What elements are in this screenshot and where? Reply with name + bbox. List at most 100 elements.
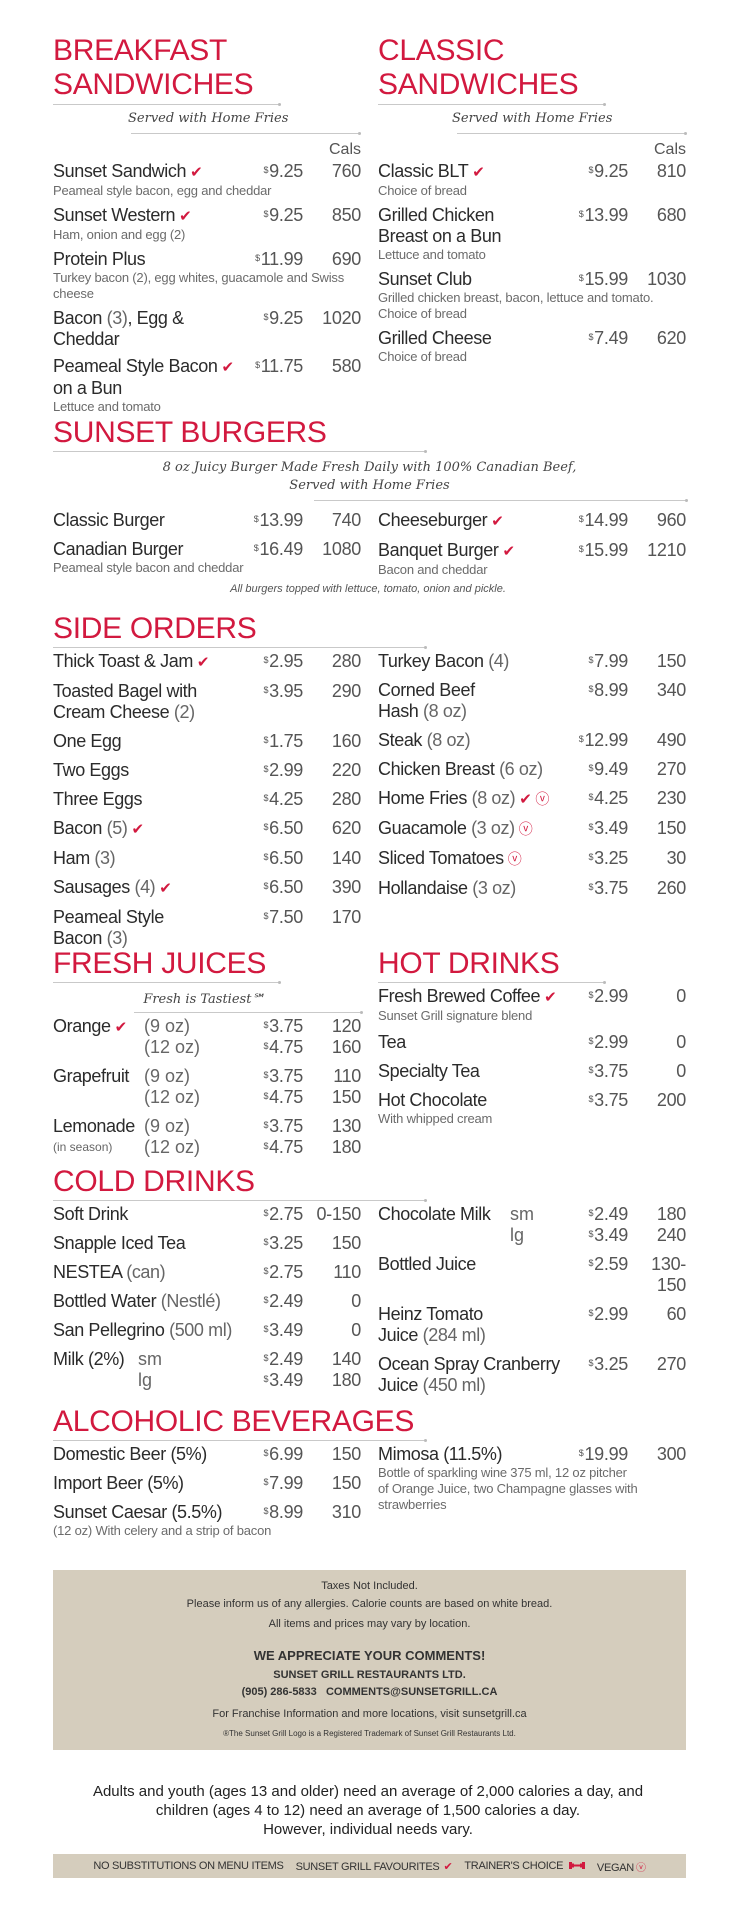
- price-value: 16.49: [259, 539, 303, 559]
- menu-item: Domestic Beer (5%) $6.99 150: [53, 1444, 361, 1465]
- currency-symbol: $: [578, 544, 584, 554]
- calories: 740: [331, 510, 361, 530]
- item-name: Mimosa (11.5%): [378, 1444, 686, 1465]
- price: $6.99: [263, 1444, 303, 1465]
- calories: 60: [666, 1304, 687, 1324]
- price: $3.75: [588, 1061, 628, 1082]
- price-value: 15.99: [584, 269, 628, 289]
- item-qualifier: (3 oz): [472, 878, 516, 898]
- email-link[interactable]: COMMENTS@SUNSETGRILL.CA: [325, 1686, 498, 1698]
- price-value: 3.75: [269, 1066, 303, 1086]
- calories: 270: [656, 1354, 686, 1374]
- currency-symbol: $: [578, 734, 584, 744]
- currency-symbol: $: [588, 1065, 594, 1075]
- price-value: 4.25: [594, 788, 628, 808]
- item-name: Sunset Caesar (5.5%): [53, 1502, 361, 1523]
- menu-item: Three Eggs $4.25 280: [53, 789, 361, 810]
- price-value: 3.49: [594, 818, 628, 838]
- price: $14.99: [579, 510, 629, 531]
- item-name: Guacamole (3 oz) ⓥ: [378, 818, 686, 840]
- item-name: Corned Beef Hash (8 oz): [378, 680, 686, 722]
- item-name: Domestic Beer (5%): [53, 1444, 361, 1465]
- breakfast-subtitle: Served with Home Fries: [128, 111, 289, 126]
- calories: 0: [676, 1061, 686, 1081]
- price-value: 1.75: [269, 731, 303, 751]
- item-qualifier: (3 oz): [471, 818, 515, 838]
- item-description: Lettuce and tomato: [378, 247, 486, 262]
- menu-item: Heinz Tomato Juice (284 ml) $2.99 60: [378, 1304, 686, 1346]
- item-name: Steak (8 oz): [378, 730, 686, 751]
- price-value: 3.75: [594, 1090, 628, 1110]
- item-name-text: Bottled Water: [53, 1291, 161, 1311]
- contact-line: (905) 286-5833 COMMENTS@SUNSETGRILL.CA: [53, 1686, 686, 1698]
- price-value: 14.99: [584, 510, 628, 530]
- no-substitutions: NO SUBSTITUTIONS ON MENU ITEMS: [93, 1860, 284, 1872]
- currency-symbol: $: [263, 1448, 269, 1458]
- item-name-rest: on a Bun: [53, 378, 122, 398]
- item-name-text: Turkey Bacon: [378, 651, 489, 671]
- menu-item: Chocolate Milk sm $2.49 180 lg $3.49 240: [378, 1204, 686, 1246]
- currency-symbol: $: [588, 1094, 594, 1104]
- price: $3.49: [588, 1225, 628, 1246]
- price: $11.75: [255, 356, 303, 377]
- price: $9.25: [263, 161, 303, 182]
- calories: 620: [331, 818, 361, 838]
- calories: 580: [331, 356, 361, 376]
- calories: 1030: [647, 269, 686, 289]
- cals-header: Cals: [328, 141, 361, 158]
- menu-item: Specialty Tea $3.75 0: [378, 1061, 686, 1082]
- price-value: 3.49: [269, 1370, 303, 1390]
- price-value: 4.75: [269, 1037, 303, 1057]
- price-value: 2.49: [269, 1291, 303, 1311]
- price-value: 7.99: [269, 1473, 303, 1493]
- divider: [53, 450, 427, 453]
- legend-trainer-label: TRAINER'S CHOICE: [464, 1860, 564, 1872]
- item-name-text: Hot Chocolate: [378, 1090, 487, 1110]
- item-name: Sunset Western ✔: [53, 205, 361, 227]
- calories: 180: [656, 1204, 686, 1224]
- item-name-text: Heinz Tomato Juice: [378, 1304, 483, 1345]
- size-label: lg: [510, 1225, 525, 1245]
- checkmark-icon: ✔: [221, 359, 235, 376]
- item-name: Tea: [378, 1032, 686, 1053]
- price: $3.25: [588, 848, 628, 869]
- dumbbell-icon: [568, 1862, 585, 1869]
- item-name: Sausages (4) ✔: [53, 877, 361, 899]
- price: $2.95: [263, 651, 303, 672]
- price-value: 6.99: [269, 1444, 303, 1464]
- item-name-rest: , Egg & Cheddar: [53, 308, 184, 349]
- currency-symbol: $: [263, 1266, 269, 1276]
- price-value: 7.99: [594, 651, 628, 671]
- menu-item: Bacon (5) ✔ $6.50 620: [53, 818, 361, 840]
- item-name: Peameal Style Bacon ✔ on a Bun: [53, 356, 361, 399]
- item-qualifier: (500 ml): [169, 1320, 232, 1340]
- menu-item: Ocean Spray Cranberry Juice (450 ml) $3.2…: [378, 1354, 686, 1396]
- currency-symbol: $: [263, 793, 269, 803]
- menu-item: Sunset Western ✔ $9.25 850 Ham, onion and eg…: [53, 205, 361, 243]
- currency-symbol: $: [263, 1374, 269, 1384]
- item-name: Thick Toast & Jam ✔: [53, 651, 361, 673]
- calories: 390: [331, 877, 361, 897]
- price-value: 9.25: [269, 308, 303, 328]
- calories: 260: [656, 878, 686, 898]
- price-value: 9.49: [594, 759, 628, 779]
- size-label: lg: [138, 1370, 153, 1390]
- calories: 1080: [322, 539, 361, 559]
- price: $2.75: [263, 1262, 303, 1283]
- item-name-text: Bacon: [53, 818, 107, 838]
- calories: 120: [331, 1016, 361, 1036]
- size-option: sm $2.49 140: [53, 1349, 361, 1370]
- calories: 140: [331, 1349, 361, 1369]
- alcohol-title: ALCOHOLIC BEVERAGES: [53, 1405, 415, 1438]
- hot-title: HOT DRINKS: [378, 947, 560, 980]
- menu-item: Cheeseburger ✔ $14.99 960: [378, 510, 686, 532]
- item-qualifier: (can): [126, 1262, 166, 1282]
- price: $9.25: [263, 205, 303, 226]
- price-value: 12.99: [584, 730, 628, 750]
- checkmark-icon: ✔: [519, 791, 532, 808]
- currency-symbol: $: [263, 1295, 269, 1305]
- currency-symbol: $: [263, 685, 269, 695]
- price-value: 9.25: [269, 161, 303, 181]
- price: $2.99: [588, 1032, 628, 1053]
- calories: 960: [656, 510, 686, 530]
